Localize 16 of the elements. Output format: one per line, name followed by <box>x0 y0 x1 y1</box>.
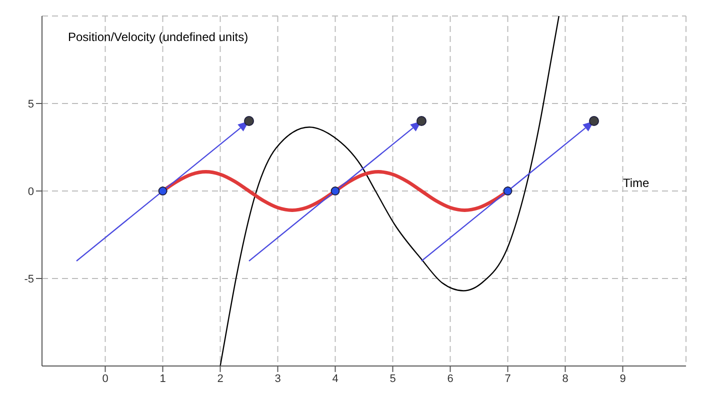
y-axis-title: Position/Velocity (undefined units) <box>68 30 248 44</box>
x-tick-label: 5 <box>390 372 396 385</box>
x-tick-label: 8 <box>562 372 568 385</box>
y-tick-label: -5 <box>24 273 34 286</box>
x-tick-label: 7 <box>504 372 511 385</box>
y-tick-label: 5 <box>28 98 34 110</box>
x-tick-label: 4 <box>332 372 338 385</box>
x-tick-label: 0 <box>102 372 108 385</box>
x-tick-label: 3 <box>274 372 281 385</box>
y-tick-label: 0 <box>28 186 34 198</box>
x-axis-title: Time <box>623 176 650 190</box>
x-tick-label: 2 <box>217 372 224 385</box>
x-tick-label: 1 <box>160 372 166 385</box>
x-tick-label: 9 <box>620 372 626 385</box>
line-series <box>220 16 560 366</box>
x-tick-label: 6 <box>447 372 454 385</box>
